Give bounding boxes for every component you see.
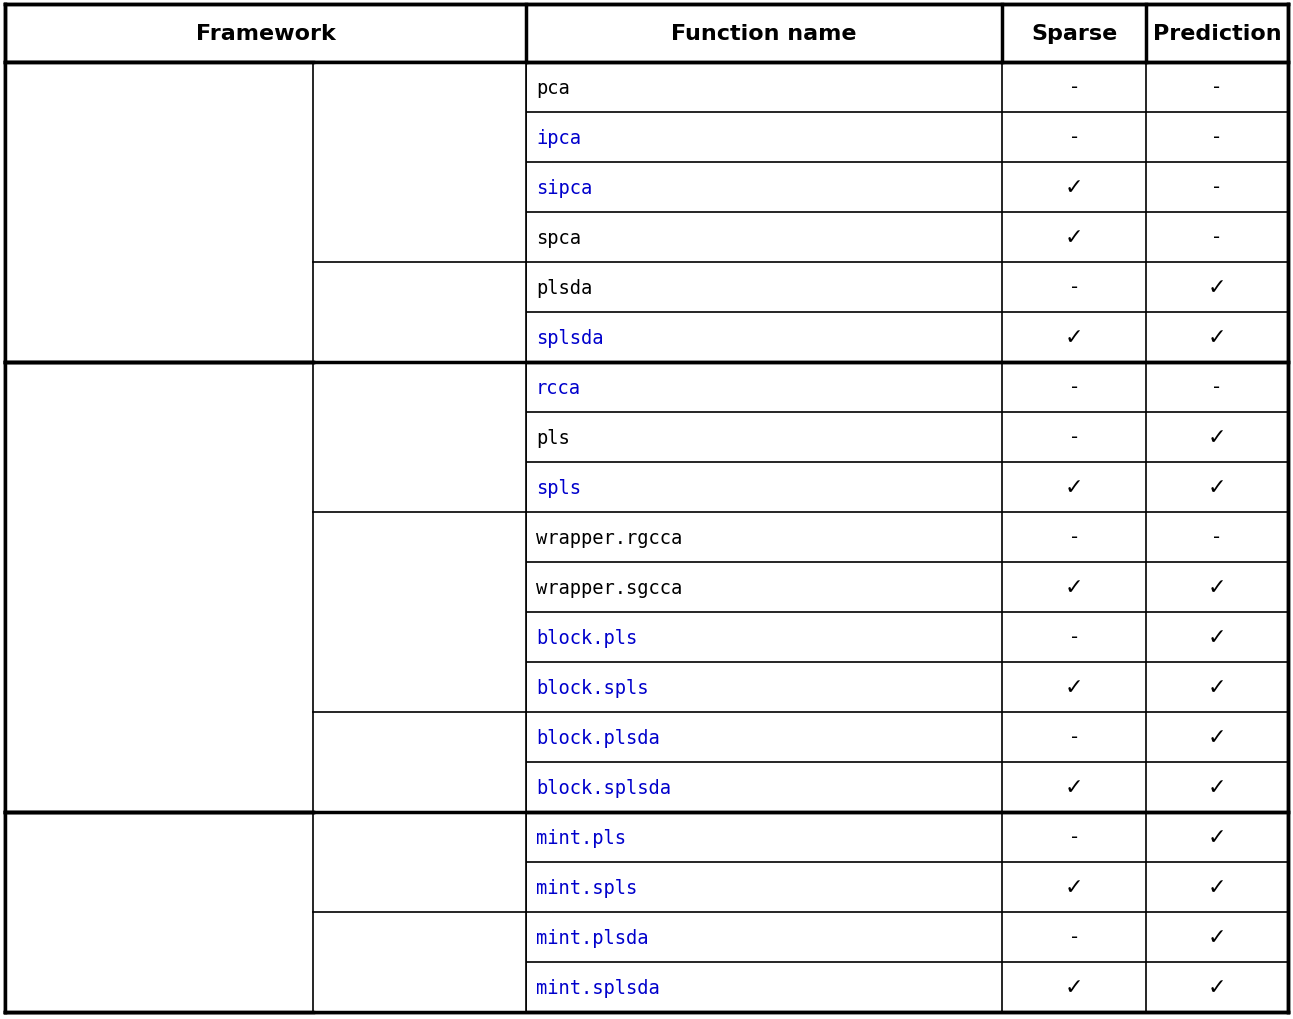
Text: -: - xyxy=(1214,178,1221,198)
Text: ✓: ✓ xyxy=(1208,977,1226,997)
Text: ✓: ✓ xyxy=(1208,328,1226,347)
Bar xyxy=(313,712,526,812)
Text: ✓: ✓ xyxy=(1065,578,1084,597)
Bar xyxy=(313,363,526,513)
Text: mint.splsda: mint.splsda xyxy=(535,977,659,997)
Text: rcca: rcca xyxy=(535,378,581,397)
Text: -: - xyxy=(1214,378,1221,397)
Bar xyxy=(5,63,313,363)
Text: ✓: ✓ xyxy=(1208,428,1226,447)
Text: -: - xyxy=(1071,827,1078,847)
Text: -: - xyxy=(1214,78,1221,98)
Text: block.plsda: block.plsda xyxy=(535,728,659,747)
Text: unsupervised: unsupervised xyxy=(354,153,485,172)
Text: mint.spls: mint.spls xyxy=(535,877,637,897)
Bar xyxy=(313,263,526,363)
Text: ✓: ✓ xyxy=(1208,278,1226,298)
Text: supervised: supervised xyxy=(366,738,472,757)
Text: -: - xyxy=(1071,528,1078,547)
Text: (DIABLO): (DIABLO) xyxy=(375,767,463,787)
Text: -: - xyxy=(1071,728,1078,747)
Text: block.spls: block.spls xyxy=(535,678,649,697)
Text: ✓: ✓ xyxy=(1208,678,1226,697)
Text: Prediction: Prediction xyxy=(1153,24,1281,44)
Text: pca: pca xyxy=(535,78,570,98)
Text: unsupervised: unsupervised xyxy=(354,603,485,622)
Text: (2 ’omics): (2 ’omics) xyxy=(371,443,468,462)
Text: ✓: ✓ xyxy=(1065,178,1084,198)
Text: -: - xyxy=(1071,78,1078,98)
Bar xyxy=(313,63,526,263)
Text: P-integration: P-integration xyxy=(92,884,225,905)
Text: Framework: Framework xyxy=(195,24,335,44)
Text: ✓: ✓ xyxy=(1208,578,1226,597)
Bar xyxy=(5,363,313,812)
Text: -: - xyxy=(1071,927,1078,947)
Text: -: - xyxy=(1071,278,1078,298)
Text: Function name: Function name xyxy=(671,24,857,44)
Text: -: - xyxy=(1071,378,1078,397)
Text: -: - xyxy=(1071,428,1078,447)
Text: -: - xyxy=(1214,528,1221,547)
Text: ✓: ✓ xyxy=(1208,728,1226,747)
Text: ✓: ✓ xyxy=(1065,977,1084,997)
Text: ✓: ✓ xyxy=(1208,628,1226,647)
Text: plsda: plsda xyxy=(535,278,592,298)
Text: spls: spls xyxy=(535,478,581,497)
Text: mint.plsda: mint.plsda xyxy=(535,927,649,947)
Text: wrapper.rgcca: wrapper.rgcca xyxy=(535,528,683,547)
Text: ✓: ✓ xyxy=(1065,328,1084,347)
Text: block.splsda: block.splsda xyxy=(535,777,671,797)
Text: unsupervised: unsupervised xyxy=(354,413,485,432)
Text: ✓: ✓ xyxy=(1065,678,1084,697)
Text: ✓: ✓ xyxy=(1208,777,1226,797)
Text: Single ’omics: Single ’omics xyxy=(89,203,228,223)
Text: sipca: sipca xyxy=(535,178,592,198)
Text: ✓: ✓ xyxy=(1208,827,1226,847)
Bar xyxy=(313,912,526,1012)
Bar xyxy=(5,812,313,1012)
Text: -: - xyxy=(1071,128,1078,148)
Bar xyxy=(313,513,526,712)
Text: wrapper.sgcca: wrapper.sgcca xyxy=(535,578,683,597)
Bar xyxy=(313,812,526,912)
Text: ✓: ✓ xyxy=(1065,478,1084,497)
Text: mint.pls: mint.pls xyxy=(535,827,626,847)
Text: unsupervised: unsupervised xyxy=(354,853,485,871)
Text: ✓: ✓ xyxy=(1208,927,1226,947)
Text: splsda: splsda xyxy=(535,328,604,347)
Text: spca: spca xyxy=(535,228,581,248)
Text: ✓: ✓ xyxy=(1208,478,1226,497)
Text: ipca: ipca xyxy=(535,128,581,148)
Text: ✓: ✓ xyxy=(1065,228,1084,248)
Text: supervised: supervised xyxy=(366,953,472,971)
Text: block.pls: block.pls xyxy=(535,628,637,647)
Text: N-integration: N-integration xyxy=(91,578,228,597)
Text: -: - xyxy=(1214,128,1221,148)
Text: pls: pls xyxy=(535,428,570,447)
Text: ✓: ✓ xyxy=(1065,777,1084,797)
Text: ✓: ✓ xyxy=(1208,877,1226,897)
Text: -: - xyxy=(1071,628,1078,647)
Text: supervised: supervised xyxy=(366,304,472,322)
Text: Sparse: Sparse xyxy=(1031,24,1117,44)
Text: (MINT): (MINT) xyxy=(124,919,193,940)
Text: ✓: ✓ xyxy=(1065,877,1084,897)
Text: -: - xyxy=(1214,228,1221,248)
